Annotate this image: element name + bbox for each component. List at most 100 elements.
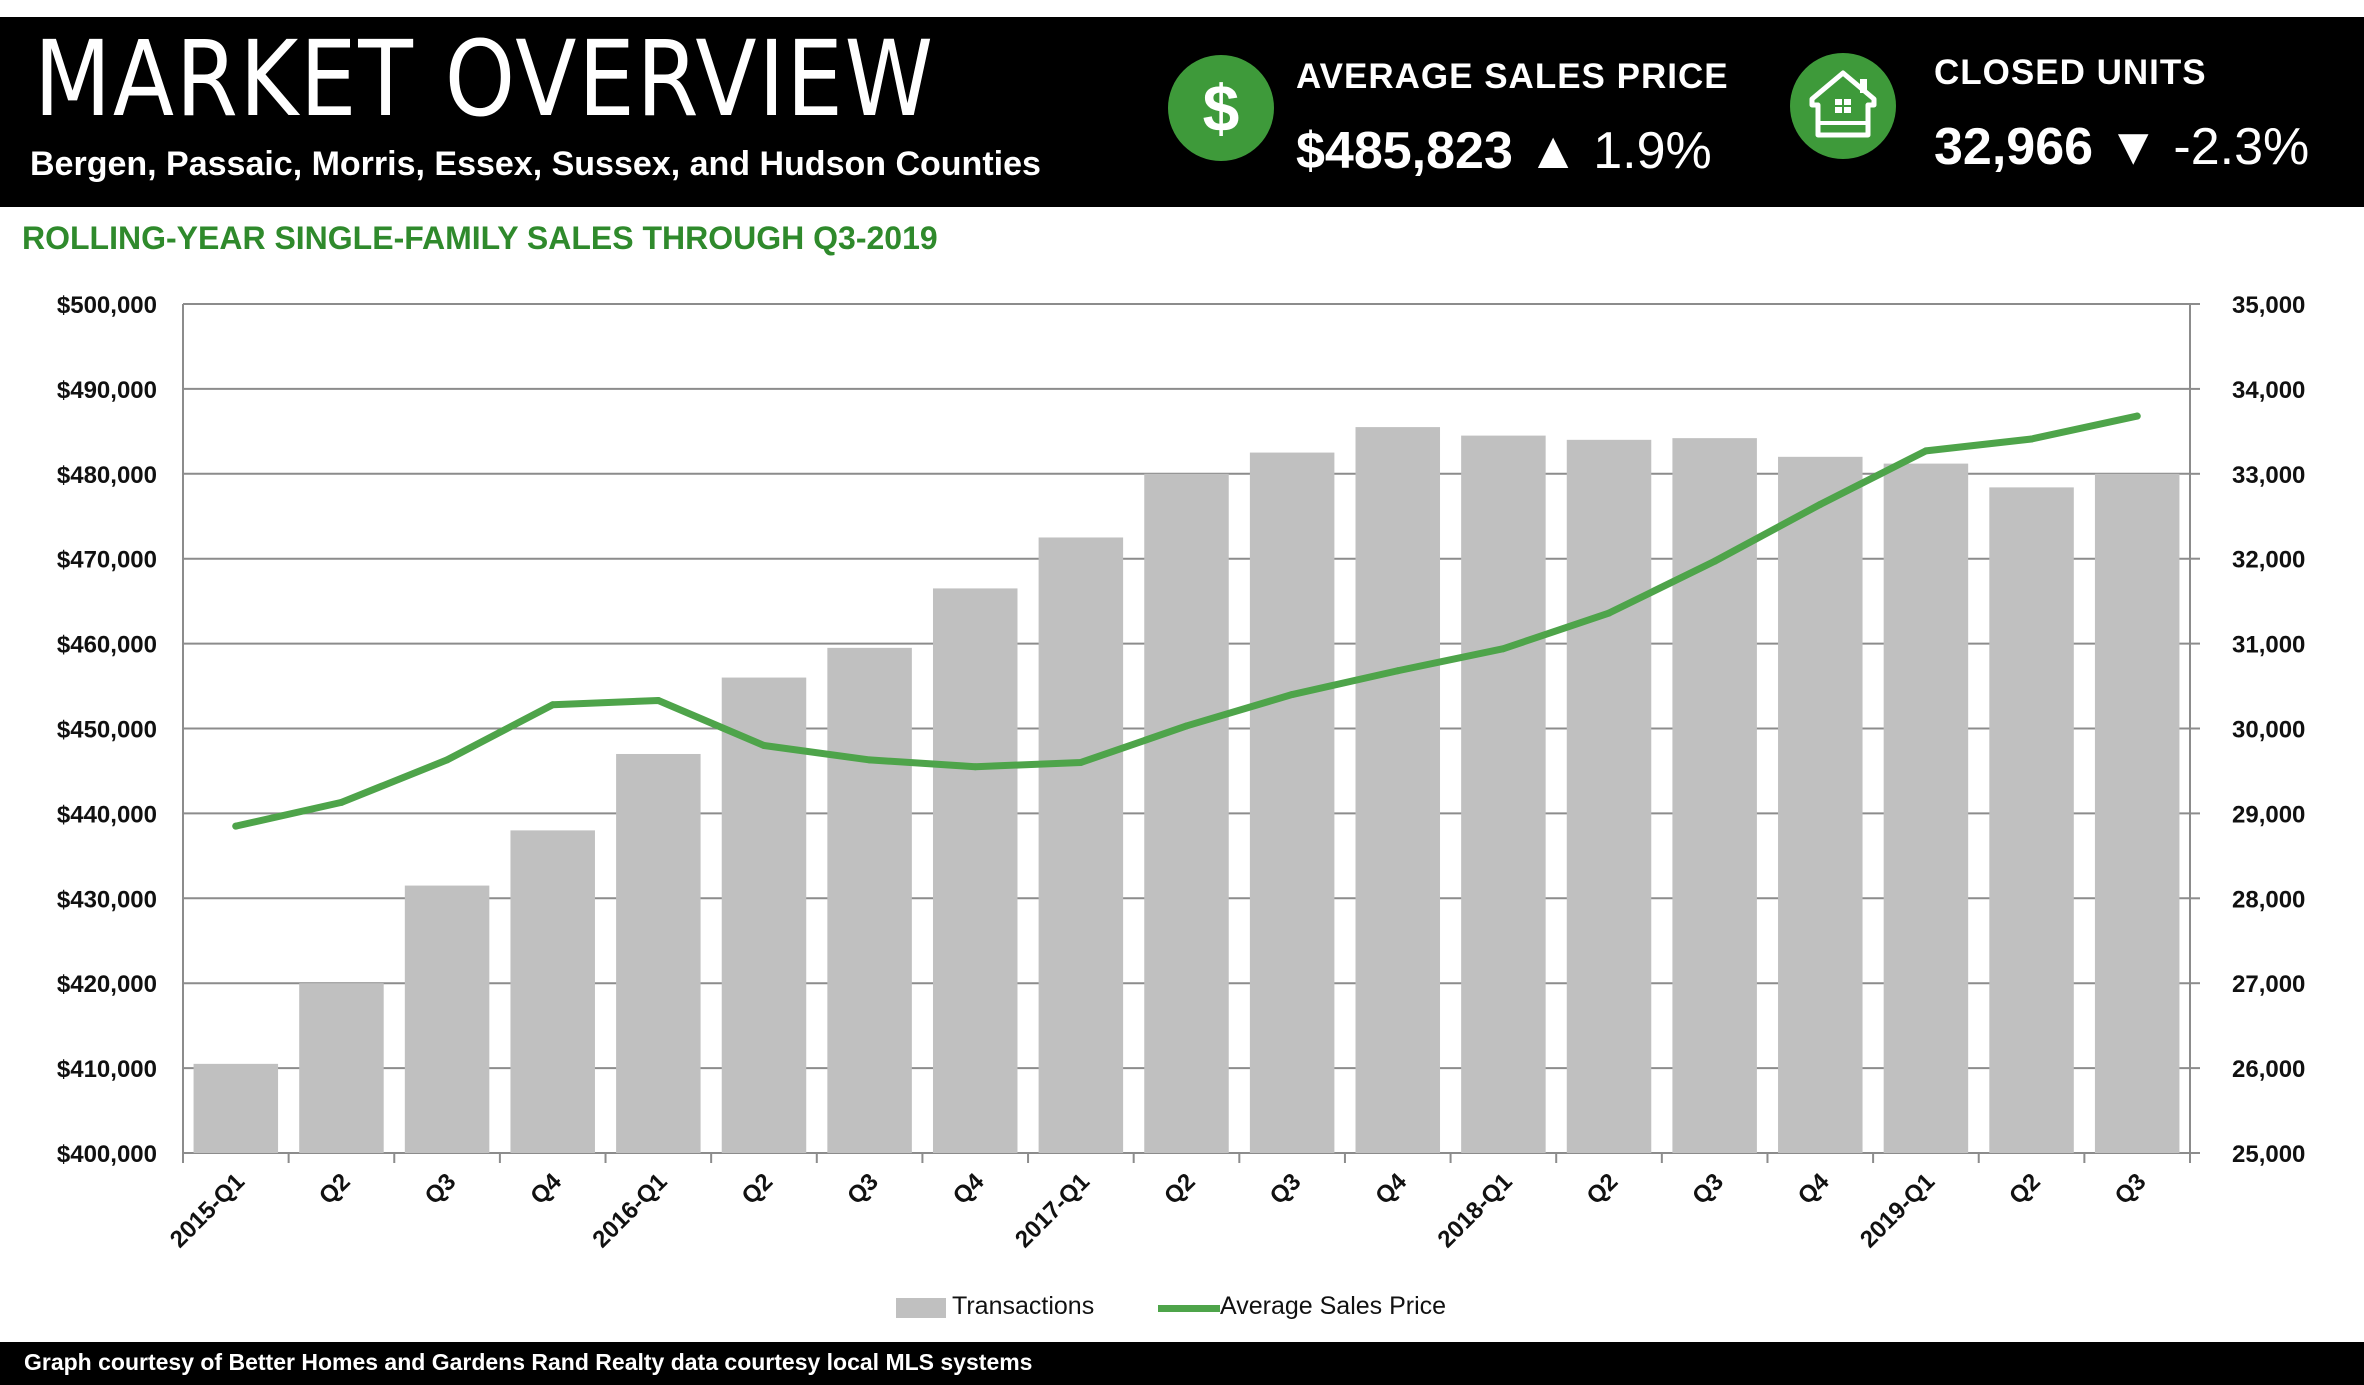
y-right-tick-label: 26,000 [2232, 1056, 2305, 1083]
avg-price-kpi: $485,823 ▲ 1.9% [1296, 125, 1712, 177]
bar-transactions [2094, 473, 2180, 1153]
y-left-tick-label: $470,000 [57, 547, 157, 574]
x-tick-label: Q4 [525, 1168, 567, 1210]
page-title: MARKET OVERVIEW [34, 18, 935, 140]
y-left-tick-label: $500,000 [57, 292, 157, 319]
x-tick-label: Q2 [1582, 1168, 1624, 1210]
point-average-sales-price [1394, 667, 1402, 675]
point-average-sales-price [760, 741, 768, 749]
x-tick-label: Q4 [948, 1168, 990, 1210]
point-average-sales-price [1922, 447, 1930, 455]
x-tick-label: 2019-Q1 [1855, 1168, 1940, 1253]
up-arrow-icon: ▲ [1527, 122, 1579, 180]
x-tick-label: Q3 [2110, 1168, 2152, 1210]
point-average-sales-price [1816, 500, 1824, 508]
bar-transactions [827, 647, 912, 1153]
point-average-sales-price [232, 822, 240, 830]
y-left-tick-label: $460,000 [57, 632, 157, 659]
chart-title: ROLLING-YEAR SINGLE-FAMILY SALES THROUGH… [22, 220, 938, 256]
point-average-sales-price [1183, 722, 1190, 730]
bar-transactions [1566, 439, 1652, 1154]
y-right-tick-label: 34,000 [2232, 377, 2305, 404]
bar-transactions [932, 588, 1018, 1153]
bar-transactions [1883, 463, 1969, 1153]
x-tick-label: Q4 [1370, 1168, 1412, 1210]
legend-swatch-transactions [896, 1298, 946, 1318]
x-tick-label: Q2 [314, 1168, 356, 1210]
y-left-tick-label: $430,000 [57, 886, 157, 913]
point-average-sales-price [1077, 758, 1085, 766]
bar-transactions [1355, 427, 1441, 1154]
bar-transactions [721, 677, 807, 1153]
down-arrow-icon: ▼ [2107, 118, 2159, 176]
header-banner: MARKET OVERVIEW Bergen, Passaic, Morris,… [0, 17, 2364, 207]
x-tick-label: Q2 [1159, 1168, 1201, 1210]
point-average-sales-price [866, 756, 874, 764]
y-right-tick-label: 29,000 [2232, 801, 2305, 828]
bar-transactions [510, 830, 595, 1153]
x-tick-label: Q3 [842, 1168, 884, 1210]
page-subtitle: Bergen, Passaic, Morris, Essex, Sussex, … [30, 145, 1041, 183]
bar-transactions [193, 1063, 279, 1153]
legend-swatch-avg-price [1158, 1305, 1220, 1312]
y-left-tick-label: $490,000 [57, 377, 157, 404]
point-average-sales-price [1711, 557, 1719, 565]
closed-units-value: 32,966 [1934, 118, 2094, 176]
bar-transactions [1778, 456, 1863, 1153]
point-average-sales-price [549, 701, 557, 709]
y-right-tick-label: 33,000 [2232, 462, 2305, 489]
legend-label-avg-price: Average Sales Price [1220, 1292, 1447, 1320]
y-right-tick-label: 35,000 [2232, 292, 2305, 319]
y-left-tick-label: $420,000 [57, 971, 157, 998]
legend-label-transactions: Transactions [952, 1292, 1095, 1320]
footer-bar: Graph courtesy of Better Homes and Garde… [0, 1342, 2364, 1385]
x-tick-label: Q2 [736, 1168, 778, 1210]
x-tick-label: Q2 [2004, 1168, 2046, 1210]
bar-transactions [404, 885, 490, 1153]
dollar-sign-icon: $ [1168, 55, 1274, 161]
house-icon [1790, 53, 1896, 159]
x-tick-label: Q3 [1265, 1168, 1307, 1210]
closed-units-change: -2.3% [2173, 118, 2310, 176]
bar-transactions [1144, 473, 1229, 1153]
y-left-tick-label: $400,000 [57, 1141, 157, 1168]
chart-legend: Transactions Average Sales Price [0, 1290, 2364, 1326]
x-tick-label: Q4 [1793, 1168, 1835, 1210]
y-left-tick-label: $480,000 [57, 462, 157, 489]
y-right-tick-label: 25,000 [2232, 1141, 2305, 1168]
x-tick-label: Q3 [1687, 1168, 1729, 1210]
bar-transactions [1249, 452, 1335, 1153]
y-right-tick-label: 27,000 [2232, 971, 2305, 998]
bar-transactions [1461, 435, 1546, 1154]
y-right-tick-label: 31,000 [2232, 632, 2305, 659]
bar-transactions [616, 753, 701, 1153]
y-left-tick-label: $440,000 [57, 801, 157, 828]
point-average-sales-price [654, 696, 662, 704]
avg-price-value: $485,823 [1296, 122, 1513, 180]
y-right-tick-label: 28,000 [2232, 886, 2305, 913]
x-tick-label: 2018-Q1 [1432, 1168, 1517, 1253]
x-tick-label: 2017-Q1 [1010, 1168, 1095, 1253]
bar-transactions [1989, 487, 2074, 1153]
point-average-sales-price [1499, 645, 1507, 653]
point-average-sales-price [2028, 435, 2036, 443]
x-tick-label: 2016-Q1 [587, 1168, 672, 1253]
y-right-tick-label: 32,000 [2232, 547, 2305, 574]
y-left-tick-label: $450,000 [57, 717, 157, 744]
bar-transactions [299, 983, 384, 1153]
point-average-sales-price [1605, 609, 1613, 617]
x-tick-label: 2015-Q1 [165, 1168, 250, 1253]
y-left-tick-label: $410,000 [57, 1056, 157, 1083]
bar-transactions [1038, 537, 1124, 1153]
point-average-sales-price [443, 756, 451, 764]
avg-price-label: AVERAGE SALES PRICE [1296, 57, 1729, 96]
point-average-sales-price [2133, 412, 2141, 420]
point-average-sales-price [337, 798, 345, 806]
x-tick-label: Q3 [420, 1168, 462, 1210]
point-average-sales-price [971, 763, 979, 771]
closed-units-label: CLOSED UNITS [1934, 53, 2207, 92]
footer-credit: Graph courtesy of Better Homes and Garde… [24, 1349, 1033, 1375]
svg-text:$: $ [1203, 71, 1240, 145]
